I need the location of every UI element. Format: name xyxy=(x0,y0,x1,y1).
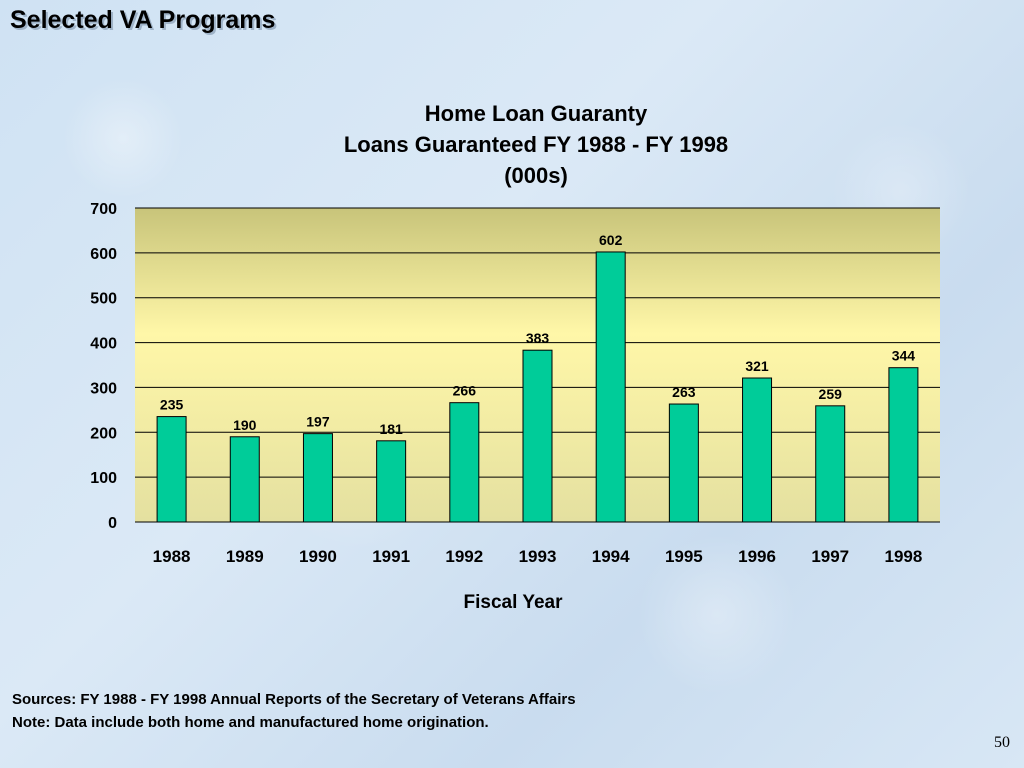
y-tick-label: 100 xyxy=(90,470,117,487)
data-label-1998: 344 xyxy=(892,348,916,364)
data-label-1988: 235 xyxy=(160,397,184,413)
x-axis-ticks: 1988 1989 1990 1991 1992 1993 1994 1995 1996 1997… xyxy=(153,547,923,566)
bar-1988 xyxy=(156,416,187,523)
data-note: Note: Data include both home and manufac… xyxy=(12,714,489,731)
bar-1995 xyxy=(668,403,699,523)
data-label-1991: 181 xyxy=(379,421,403,437)
bar-1994 xyxy=(595,251,626,523)
bar-1989 xyxy=(229,436,260,523)
x-tick-label-1991: 1991 xyxy=(372,547,410,566)
data-label-1993: 383 xyxy=(526,330,550,346)
x-tick-label-1989: 1989 xyxy=(226,547,264,566)
bar-1998 xyxy=(888,367,919,523)
x-axis-title: Fiscal Year xyxy=(463,592,563,613)
page-number: 50 xyxy=(994,734,1010,751)
chart-title-line-1: Home Loan Guaranty xyxy=(424,101,648,126)
data-label-1995: 263 xyxy=(672,384,696,400)
y-tick-label: 700 xyxy=(90,201,117,218)
x-tick-label-1992: 1992 xyxy=(445,547,483,566)
x-tick-label-1995: 1995 xyxy=(665,547,703,566)
bar-1996 xyxy=(742,377,773,523)
y-tick-label: 300 xyxy=(90,380,117,397)
x-tick-label-1994: 1994 xyxy=(592,547,630,566)
y-tick-label: 200 xyxy=(90,425,117,442)
x-tick-label-1997: 1997 xyxy=(811,547,849,566)
x-tick-label-1988: 1988 xyxy=(153,547,191,566)
x-tick-label-1998: 1998 xyxy=(884,547,922,566)
data-labels: 235 190 197 181 266 383 602 263 321 259 344 xyxy=(160,232,915,437)
y-axis-ticks: 0 100 200 300 400 500 600 700 xyxy=(90,201,117,532)
data-label-1990: 197 xyxy=(306,414,330,430)
data-label-1996: 321 xyxy=(745,358,769,374)
data-label-1994: 602 xyxy=(599,232,623,248)
y-tick-label: 500 xyxy=(90,291,117,308)
y-tick-label: 0 xyxy=(108,515,117,532)
data-label-1989: 190 xyxy=(233,417,257,433)
y-tick-label: 600 xyxy=(90,246,117,263)
sources-note: Sources: FY 1988 - FY 1998 Annual Report… xyxy=(12,691,576,708)
bar-1997 xyxy=(815,405,846,523)
data-label-1992: 266 xyxy=(453,383,477,399)
x-tick-label-1990: 1990 xyxy=(299,547,337,566)
data-label-1997: 259 xyxy=(819,386,843,402)
bar-1990 xyxy=(302,433,333,523)
chart-title-line-2: Loans Guaranteed FY 1988 - FY 1998 xyxy=(343,132,729,157)
x-tick-label-1993: 1993 xyxy=(519,547,557,566)
slide-title: Selected VA Programs xyxy=(10,6,276,34)
x-tick-label-1996: 1996 xyxy=(738,547,776,566)
bar-1992 xyxy=(449,402,480,523)
chart-title-line-3: (000s) xyxy=(504,163,568,188)
bar-1991 xyxy=(376,440,407,523)
y-tick-label: 400 xyxy=(90,336,117,353)
bars xyxy=(156,251,919,523)
bar-1993 xyxy=(522,349,553,523)
